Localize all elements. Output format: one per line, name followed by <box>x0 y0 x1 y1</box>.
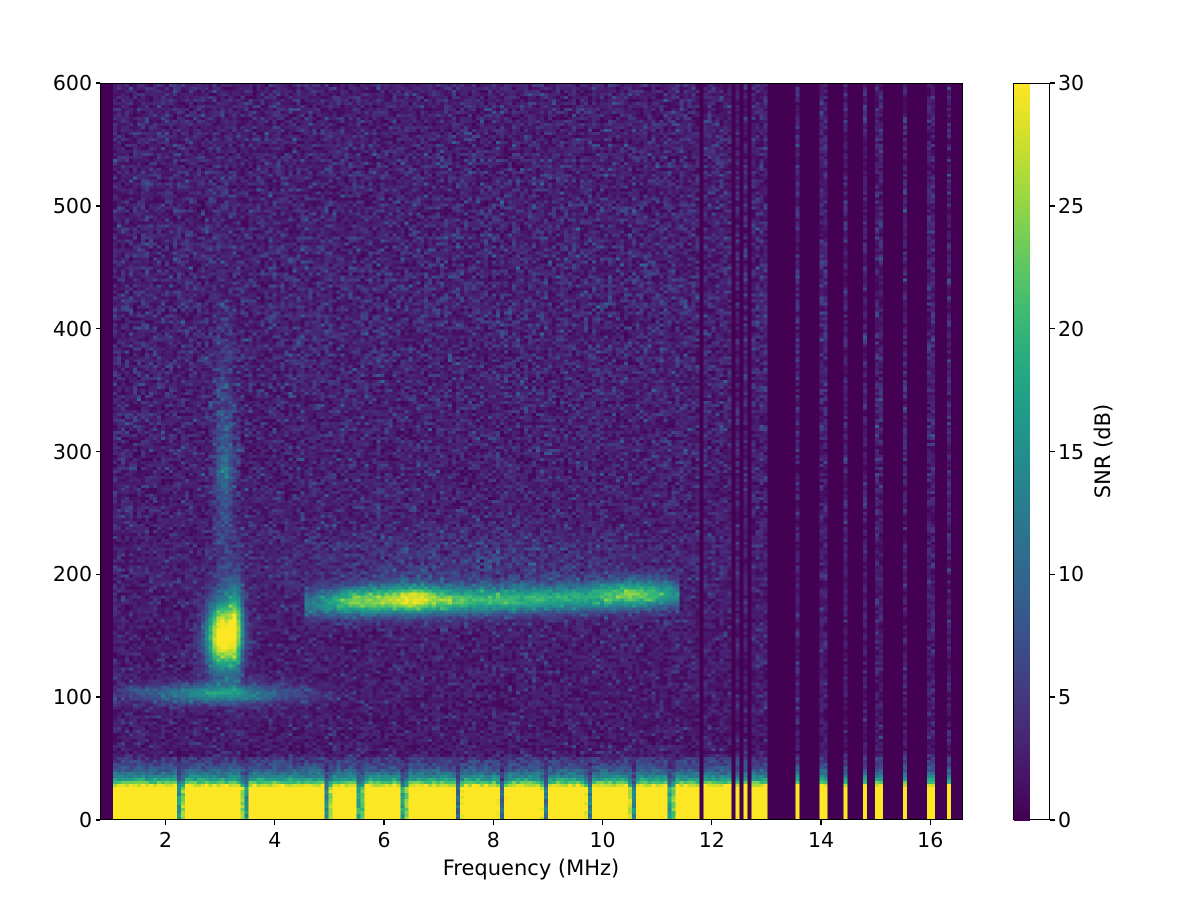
x-tick-label-4: 4 <box>268 828 282 852</box>
tick-mark <box>164 820 167 825</box>
tick-mark <box>274 820 276 825</box>
colorbar-tick-label-15: 15 <box>1058 439 1085 464</box>
colorbar-tick-label-30: 30 <box>1058 71 1085 95</box>
tick-mark <box>1050 82 1055 84</box>
y-tick-label-0: 0 <box>78 808 92 832</box>
tick-mark <box>929 820 931 825</box>
y-tick-label-500: 500 <box>52 193 92 218</box>
tick-mark <box>95 573 100 576</box>
x-tick-label-8: 8 <box>486 828 500 852</box>
tick-mark <box>1050 819 1055 821</box>
colorbar-label: SNR (dB) <box>1091 403 1115 499</box>
x-tick-label-12: 12 <box>698 828 725 852</box>
y-tick-label-300: 300 <box>52 439 92 464</box>
x-tick-label-16: 16 <box>917 828 944 852</box>
tick-mark <box>95 819 100 821</box>
tick-mark <box>492 820 494 825</box>
tick-mark <box>95 450 100 453</box>
colorbar <box>1013 83 1050 821</box>
colorbar-tick-label-10: 10 <box>1058 562 1085 587</box>
tick-mark <box>820 820 822 825</box>
tick-mark <box>1050 696 1055 698</box>
x-axis-label: Frequency (MHz) <box>442 856 620 880</box>
x-tick-label-6: 6 <box>377 828 391 852</box>
y-tick-label-100: 100 <box>52 685 92 710</box>
y-tick-label-600: 600 <box>52 71 92 95</box>
ionogram-axes <box>100 83 963 820</box>
y-tick-label-200: 200 <box>52 562 92 587</box>
tick-mark <box>711 820 713 825</box>
ionogram-heatmap <box>101 84 962 819</box>
tick-mark <box>95 696 100 698</box>
colorbar-tick-label-20: 20 <box>1058 316 1085 341</box>
tick-mark <box>383 820 385 825</box>
tick-mark <box>1050 450 1055 453</box>
tick-mark <box>1050 573 1055 576</box>
x-tick-label-14: 14 <box>807 828 835 852</box>
colorbar-gradient <box>1014 84 1030 821</box>
x-tick-label-10: 10 <box>589 828 616 852</box>
tick-mark <box>95 205 100 207</box>
y-tick-label-400: 400 <box>52 316 92 341</box>
tick-mark <box>1050 327 1055 330</box>
colorbar-tick-label-5: 5 <box>1058 685 1072 710</box>
tick-mark <box>95 82 100 84</box>
tick-mark <box>95 327 100 330</box>
tick-mark <box>601 820 604 825</box>
colorbar-tick-label-0: 0 <box>1058 808 1072 832</box>
tick-mark <box>1050 205 1055 207</box>
x-tick-label-2: 2 <box>159 828 173 852</box>
colorbar-tick-label-25: 25 <box>1058 193 1085 218</box>
